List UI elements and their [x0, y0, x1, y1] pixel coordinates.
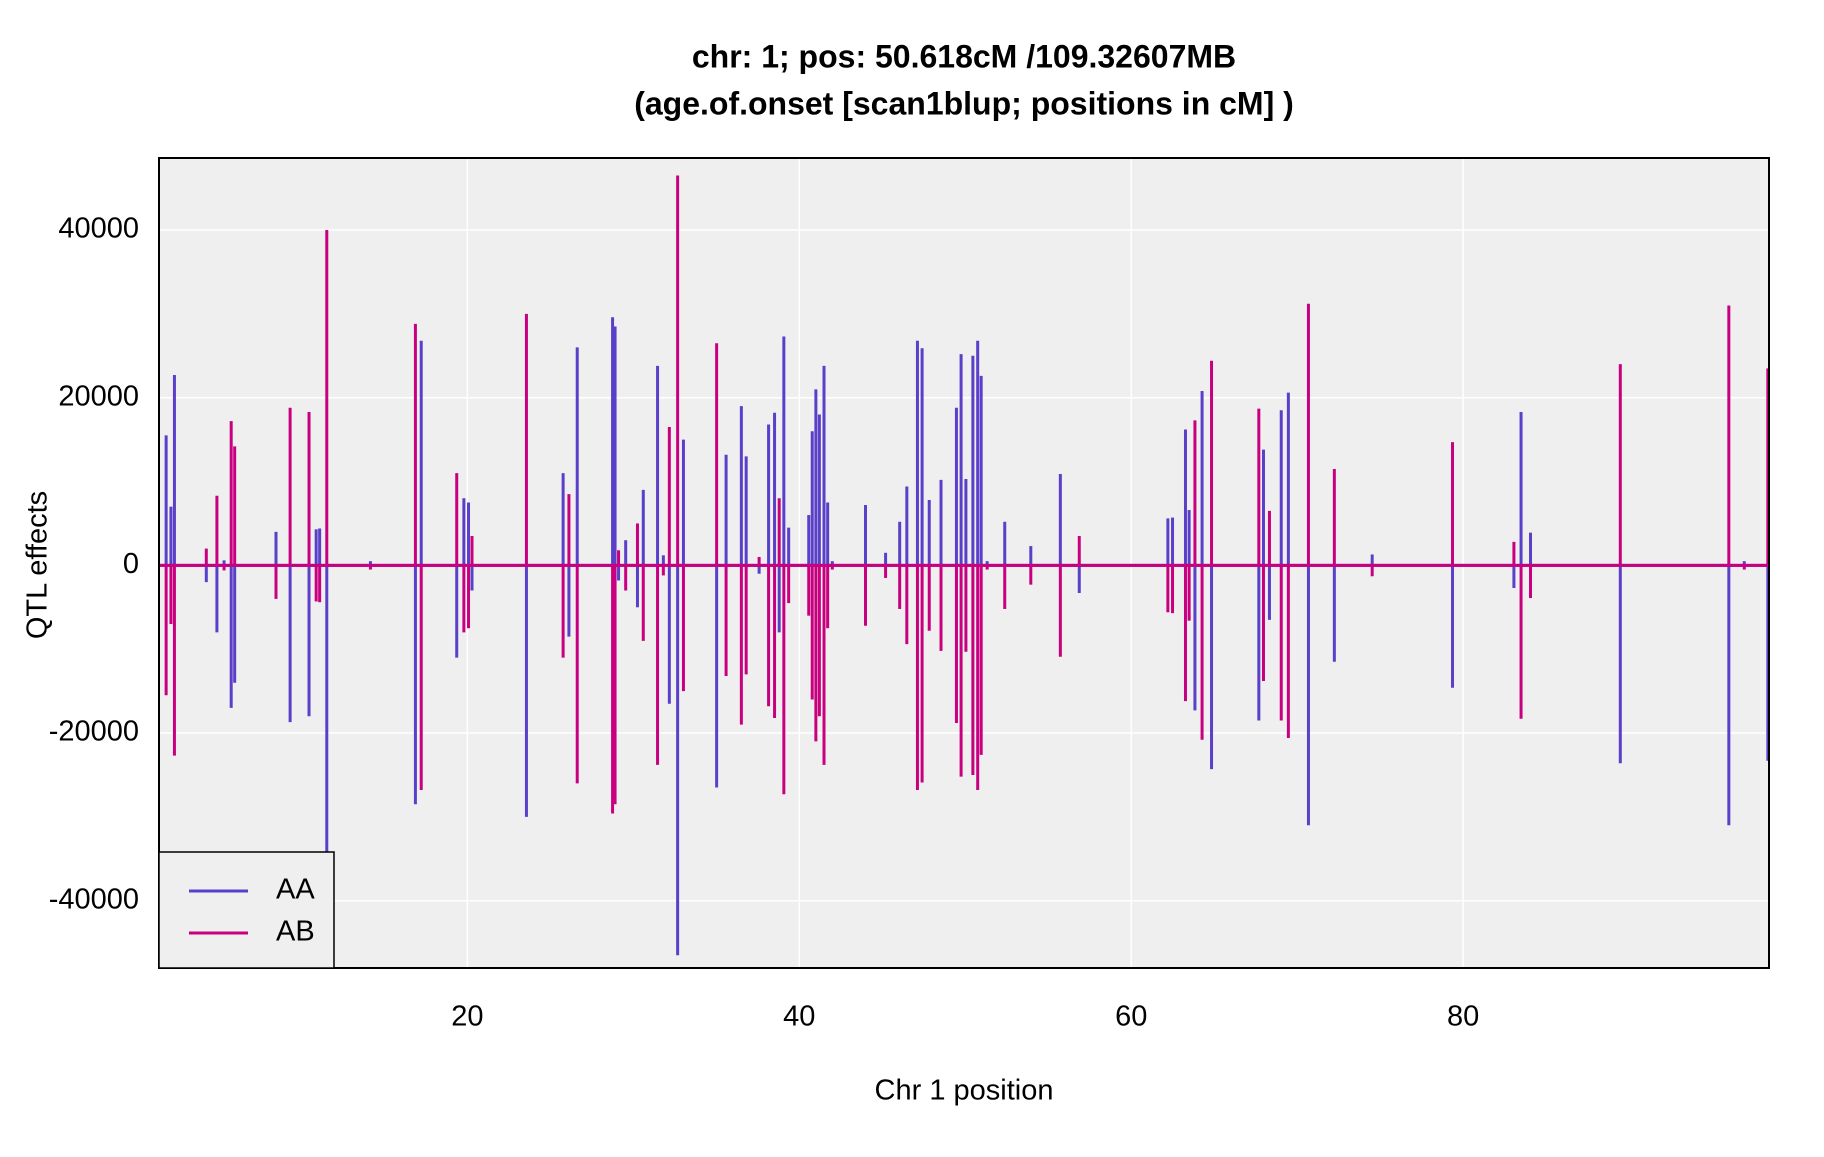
plot-background	[159, 158, 1769, 968]
y-tick-label: 20000	[58, 380, 139, 412]
x-tick-label: 20	[451, 1001, 483, 1033]
chart-title: chr: 1; pos: 50.618cM /109.32607MB	[692, 38, 1236, 74]
legend-box	[158, 851, 335, 969]
chart-subtitle: (age.of.onset [scan1blup; positions in c…	[634, 85, 1294, 121]
x-tick-label: 40	[783, 1001, 815, 1033]
y-tick-label: 40000	[58, 213, 139, 245]
y-tick-label: -40000	[49, 883, 139, 915]
y-axis-label: QTL effects	[22, 491, 54, 639]
legend-label: AB	[276, 916, 315, 948]
y-tick-label: -20000	[49, 716, 139, 748]
x-tick-label: 60	[1115, 1001, 1147, 1033]
y-tick-label: 0	[123, 548, 139, 580]
legend-label: AA	[276, 874, 315, 906]
x-tick-label: 80	[1447, 1001, 1479, 1033]
x-axis-label: Chr 1 position	[875, 1075, 1054, 1107]
plot-border	[158, 157, 1770, 969]
